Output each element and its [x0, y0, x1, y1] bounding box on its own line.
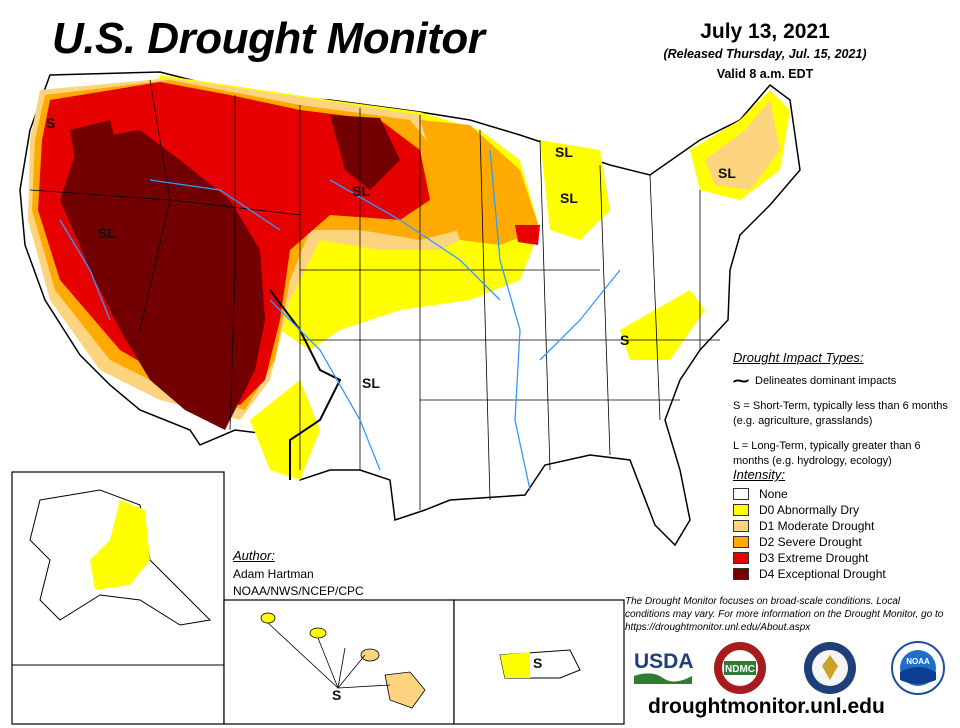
legend-swatch — [733, 568, 749, 580]
legend-swatch — [733, 552, 749, 564]
d4-zone-oregon — [70, 120, 120, 175]
rivers — [59, 149, 621, 491]
author-block: Author: Adam Hartman NOAA/NWS/NCEP/CPC — [233, 547, 364, 601]
hawaii-big-island — [384, 671, 426, 709]
date-block: July 13, 2021 (Released Thursday, Jul. 1… — [640, 20, 890, 81]
legend-label: D0 Abnormally Dry — [759, 503, 860, 517]
hawaii-kauai — [260, 612, 276, 624]
map-date: July 13, 2021 — [700, 20, 830, 43]
legend-label: D1 Moderate Drought — [759, 519, 875, 533]
sl-label-south: SL — [362, 375, 380, 391]
author-org: NOAA/NWS/NCEP/CPC — [233, 584, 364, 599]
impact-line-row: ⁓ Delineates dominant impacts — [733, 371, 948, 391]
short-term-text: S = Short-Term, typically less than 6 mo… — [733, 400, 948, 427]
puerto-rico-d0 — [500, 652, 530, 678]
state-borders — [29, 79, 720, 510]
svg-text:NDMC: NDMC — [725, 664, 755, 675]
legend-label: D2 Severe Drought — [759, 535, 862, 549]
d3-zone-minnesota — [515, 225, 540, 245]
usda-logo: USDA — [634, 650, 694, 684]
s-label-puerto-rico: S — [533, 655, 542, 671]
disclaimer-text: The Drought Monitor focuses on broad-sca… — [625, 596, 944, 633]
legend-swatch — [733, 520, 749, 532]
partner-logos: USDA NDMC NOAA — [632, 640, 947, 695]
sl-label-northeast: SL — [718, 165, 736, 181]
legend-item-d0: D0 Abnormally Dry — [733, 502, 948, 518]
long-term-text: L = Long-Term, typically greater than 6 … — [733, 439, 921, 467]
legend-swatch — [733, 504, 749, 516]
commerce-seal-logo — [804, 642, 856, 694]
intensity-heading: Intensity: — [733, 467, 786, 482]
impact-types-legend: Drought Impact Types: ⁓ Delineates domin… — [733, 350, 948, 478]
legend-swatch — [733, 488, 749, 500]
d1-zone-northeast — [705, 100, 780, 190]
hawaii-inset-frame — [223, 599, 455, 725]
legend-item-d2: D2 Severe Drought — [733, 534, 948, 550]
legend-label: None — [759, 487, 788, 501]
alaska-d0 — [90, 500, 150, 590]
website-url[interactable]: droughtmonitor.unl.edu — [648, 695, 885, 718]
legend-item-none: None — [733, 486, 948, 502]
author-name: Adam Hartman — [233, 566, 314, 581]
sl-label-michigan: SL — [560, 190, 578, 206]
author-heading: Author: — [233, 548, 275, 563]
impact-types-heading: Drought Impact Types: — [733, 350, 864, 365]
ndmc-logo: NDMC — [714, 642, 766, 694]
valid-time: Valid 8 a.m. EDT — [716, 67, 814, 81]
delineation-curve-icon: ⁓ — [733, 373, 749, 390]
sl-label-plains: SL — [352, 183, 370, 199]
hawaii-oahu — [309, 627, 327, 639]
legend-item-d4: D4 Exceptional Drought — [733, 566, 948, 582]
sl-label-northwest: SL — [98, 225, 116, 241]
d0-zone-carolinas — [620, 290, 705, 360]
intensity-legend: Intensity: None D0 Abnormally Dry D1 Mod… — [733, 467, 948, 582]
svg-text:NOAA: NOAA — [906, 657, 930, 666]
legend-item-d3: D3 Extreme Drought — [733, 550, 948, 566]
d0-zone-midwest — [540, 140, 610, 240]
legend-swatch — [733, 536, 749, 548]
d0-zone-texas — [250, 380, 320, 480]
svg-text:USDA: USDA — [634, 650, 694, 673]
release-date: (Released Thursday, Jul. 15, 2021) — [663, 47, 867, 61]
legend-label: D3 Extreme Drought — [759, 551, 869, 565]
s-label-northwest: S — [46, 115, 55, 131]
d2-zone-upper-midwest — [420, 120, 540, 245]
s-label-hawaii: S — [332, 687, 341, 703]
puerto-rico-inset-frame — [453, 599, 625, 725]
noaa-logo: NOAA — [891, 641, 945, 695]
page-title: U.S. Drought Monitor — [52, 14, 485, 63]
s-label-appalachia: S — [620, 332, 629, 348]
delineates-text: Delineates dominant impacts — [755, 375, 897, 387]
hawaii-maui — [360, 648, 380, 662]
sl-label-michigan-up: SL — [555, 144, 573, 160]
legend-label: D4 Exceptional Drought — [759, 567, 886, 581]
legend-item-d1: D1 Moderate Drought — [733, 518, 948, 534]
d4-zone-montana — [330, 115, 400, 190]
